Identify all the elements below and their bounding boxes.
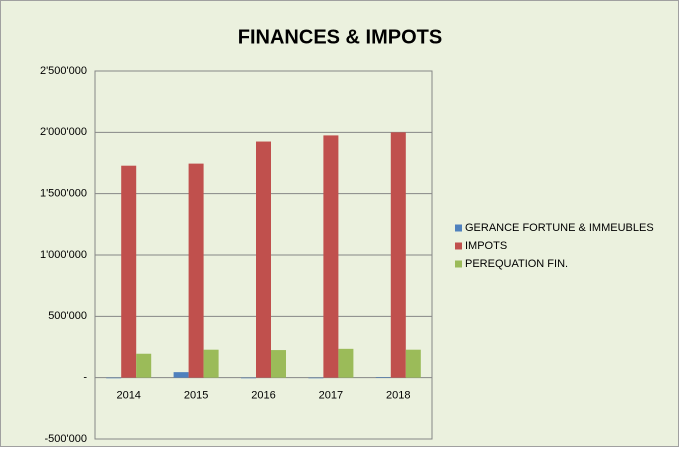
bar [308,377,324,379]
x-tick-label: 2016 [251,390,275,402]
y-tick-label: 500'000 [48,310,87,322]
legend-swatch [455,224,462,232]
y-tick-label: -500'000 [45,433,87,445]
legend-label: PEREQUATION FIN. [465,258,568,270]
bar [173,372,189,378]
x-tick-label: 2015 [184,390,208,402]
legend-swatch [455,242,462,250]
chart-title: FINANCES & IMPOTS [238,26,442,48]
legend-label: IMPOTS [465,240,507,252]
bar [405,349,421,378]
bar [203,349,219,378]
bar [390,132,406,378]
x-tick-label: 2018 [386,390,410,402]
y-tick-label: 1'000'000 [40,249,87,261]
bar [323,135,339,378]
y-tick-label: 2'000'000 [40,126,87,138]
bar [338,348,354,378]
y-tick-label: 2'500'000 [40,65,87,77]
bar [121,165,137,378]
y-tick-label: 1'500'000 [40,188,87,200]
bar [106,377,122,379]
bar [136,353,152,378]
legend-swatch [455,260,462,268]
bar [375,377,391,378]
bar [256,141,271,378]
x-tick-label: 2014 [116,390,140,402]
bar [188,163,204,378]
legend-label: GERANCE FORTUNE & IMMEUBLES [465,222,654,234]
y-tick-label: - [83,372,87,384]
bar [271,350,286,378]
bar [241,377,256,379]
x-tick-label: 2017 [319,390,343,402]
